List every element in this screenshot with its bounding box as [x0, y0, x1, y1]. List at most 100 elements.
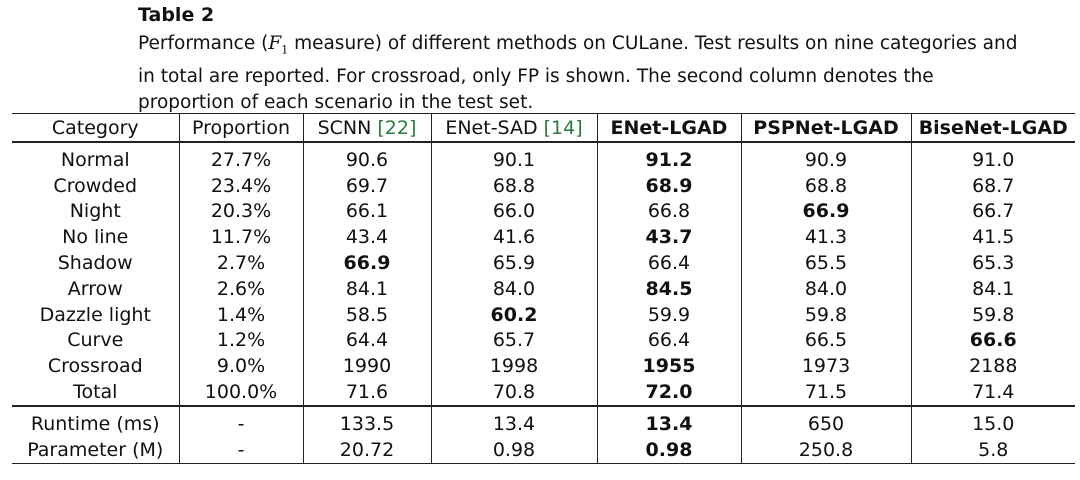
table-cell: 65.5: [740, 250, 911, 276]
table-cell: 1998: [430, 353, 597, 380]
table-cell: 59.9: [596, 301, 741, 328]
table-row: Night 20.3% 66.1 66.0 66.8 66.9 66.7: [12, 198, 1075, 225]
table-cell: 72.0: [596, 379, 741, 406]
table-cell: 66.0: [430, 198, 597, 225]
table-cell: 68.8: [740, 172, 911, 199]
table-cell: 2188: [910, 353, 1075, 380]
table-cell: 66.7: [910, 198, 1075, 225]
row-label: Dazzle light: [39, 303, 151, 326]
caption-text-start: Performance (: [138, 33, 269, 54]
column-header: ENet-SAD [14]: [430, 113, 597, 143]
table-cell: 66.6: [910, 327, 1075, 354]
table-cell: 90.1: [430, 141, 597, 173]
efficiency-body: Runtime (ms) -133.5 13.4 13.4 650 15.0 Paramet…: [12, 404, 1075, 464]
row-label: Curve: [67, 329, 124, 352]
table-cell: 27.7%: [178, 141, 303, 173]
table-cell: 65.7: [430, 327, 597, 354]
table-cell: 59.8: [740, 301, 911, 328]
table-row: Normal 27.7% 90.6 90.1 91.2 90.9 91.0: [12, 141, 1075, 173]
table-cell: 66.9: [302, 250, 431, 276]
table-row: Dazzle light 1.4% 58.5 60.2 59.9 59.8 59.8: [12, 301, 1075, 328]
table-cell: 91.0: [910, 141, 1075, 173]
column-header: SCNN [22]: [302, 113, 431, 143]
table-cell: 60.2: [430, 301, 597, 328]
table-cell: -: [178, 404, 303, 437]
table-cell: 11.7%: [178, 224, 303, 251]
table-cell: 71.4: [910, 379, 1075, 406]
table-cell: 59.8: [910, 301, 1075, 328]
citation-ref: [22]: [377, 116, 417, 139]
table-cell: 9.0%: [178, 353, 303, 380]
table-cell: 84.0: [430, 275, 597, 302]
table-cell: 133.5: [302, 404, 431, 437]
row-label: Arrow: [67, 277, 123, 300]
table-cell: 68.8: [430, 172, 597, 199]
row-label: Normal: [12, 141, 179, 173]
table-cell: 84.0: [740, 275, 911, 302]
table-cell: 84.1: [302, 275, 431, 302]
results-table: Category Proportion SCNN [22] ENet-SAD [14]…: [12, 113, 1075, 464]
table-cell: 41.3: [740, 224, 911, 251]
table-cell: 13.4: [430, 404, 597, 437]
table-cell: -: [178, 436, 303, 464]
table-cell: 1990: [302, 353, 431, 380]
table-cell: 70.8: [430, 379, 597, 406]
table-cell: 650: [740, 404, 911, 437]
table-cell: 90.9: [740, 141, 911, 173]
table-cell: 66.5: [740, 327, 911, 354]
table-cell: 1973: [740, 353, 911, 380]
row-label: Parameter (M): [12, 436, 179, 464]
table-cell: 68.7: [910, 172, 1075, 199]
table-cell: 66.9: [740, 198, 911, 225]
row-label: Night: [69, 200, 121, 223]
header-row: Category Proportion SCNN [22] ENet-SAD [14]…: [12, 113, 1075, 143]
table-cell: 41.6: [430, 224, 597, 251]
table-cell: 1955: [596, 353, 741, 380]
table-cell: 0.98: [430, 436, 597, 464]
table-cell: 84.1: [910, 275, 1075, 302]
table-cell: 2.6%: [178, 275, 303, 302]
table-cell: 20.72: [302, 436, 431, 464]
table-cell: 84.5: [596, 275, 741, 302]
row-label: Runtime (ms): [12, 404, 179, 437]
table-cell: 250.8: [740, 436, 911, 464]
table-cell: 1.2%: [178, 327, 303, 354]
f1-symbol: F1: [268, 33, 289, 57]
table-cell: 58.5: [302, 301, 431, 328]
caption-text-rest: measure) of different methods on CULane.…: [138, 33, 1018, 113]
table-row: Crowded 23.4% 69.7 68.8 68.9 68.8 68.7: [12, 172, 1075, 199]
table-cell: 5.8: [910, 436, 1075, 464]
table-cell: 66.4: [596, 327, 741, 354]
table-cell: 90.6: [302, 141, 431, 173]
table-cell: 43.7: [596, 224, 741, 251]
table-row: Curve 1.2% 64.4 65.7 66.4 66.5 66.6: [12, 327, 1075, 354]
column-header: BiseNet-LGAD: [910, 113, 1075, 143]
table-cell: 23.4%: [178, 172, 303, 199]
table-cell: 43.4: [302, 224, 431, 251]
table-cell: 0.98: [596, 436, 741, 464]
table-row: Arrow 2.6% 84.1 84.0 84.5 84.0 84.1: [12, 275, 1075, 302]
table-cell: 64.4: [302, 327, 431, 354]
table-cell: 2.7%: [178, 250, 303, 276]
results-body: Normal 27.7% 90.6 90.1 91.2 90.9 91.0 Crowded 23…: [12, 141, 1075, 406]
column-header: PSPNet-LGAD: [740, 113, 911, 143]
table-title: Table 2: [138, 4, 215, 26]
table-cell: 66.4: [596, 250, 741, 276]
table-row: Runtime (ms) -133.5 13.4 13.4 650 15.0: [12, 404, 1075, 437]
column-header: ENet-LGAD: [596, 113, 741, 143]
table-cell: 66.8: [596, 198, 741, 225]
citation-ref: [14]: [543, 116, 583, 139]
column-header: Proportion: [178, 113, 303, 143]
table-cell: 71.5: [740, 379, 911, 406]
row-label: No line: [62, 226, 129, 249]
row-label: Crossroad: [47, 355, 143, 378]
table-cell: 68.9: [596, 172, 741, 199]
table-row: Crossroad 9.0% 1990 1998 1955 1973 2188: [12, 353, 1075, 380]
table-cell: 15.0: [910, 404, 1075, 437]
table-cell: 69.7: [302, 172, 431, 199]
table-cell: 41.5: [910, 224, 1075, 251]
table-cell: 1.4%: [178, 301, 303, 328]
table-cell: 100.0%: [178, 379, 303, 406]
row-label: Shadow: [57, 252, 133, 275]
table-cell: 13.4: [596, 404, 741, 437]
